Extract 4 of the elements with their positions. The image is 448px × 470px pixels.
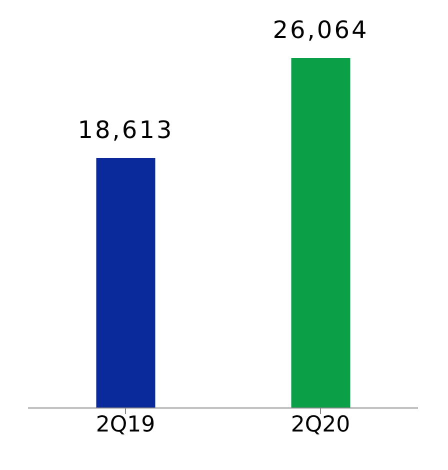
data-label: 26,064 (272, 16, 369, 44)
x-tick-label: 2Q20 (290, 412, 350, 438)
x-tick-label: 2Q19 (96, 412, 156, 438)
data-label: 18,613 (78, 116, 174, 144)
